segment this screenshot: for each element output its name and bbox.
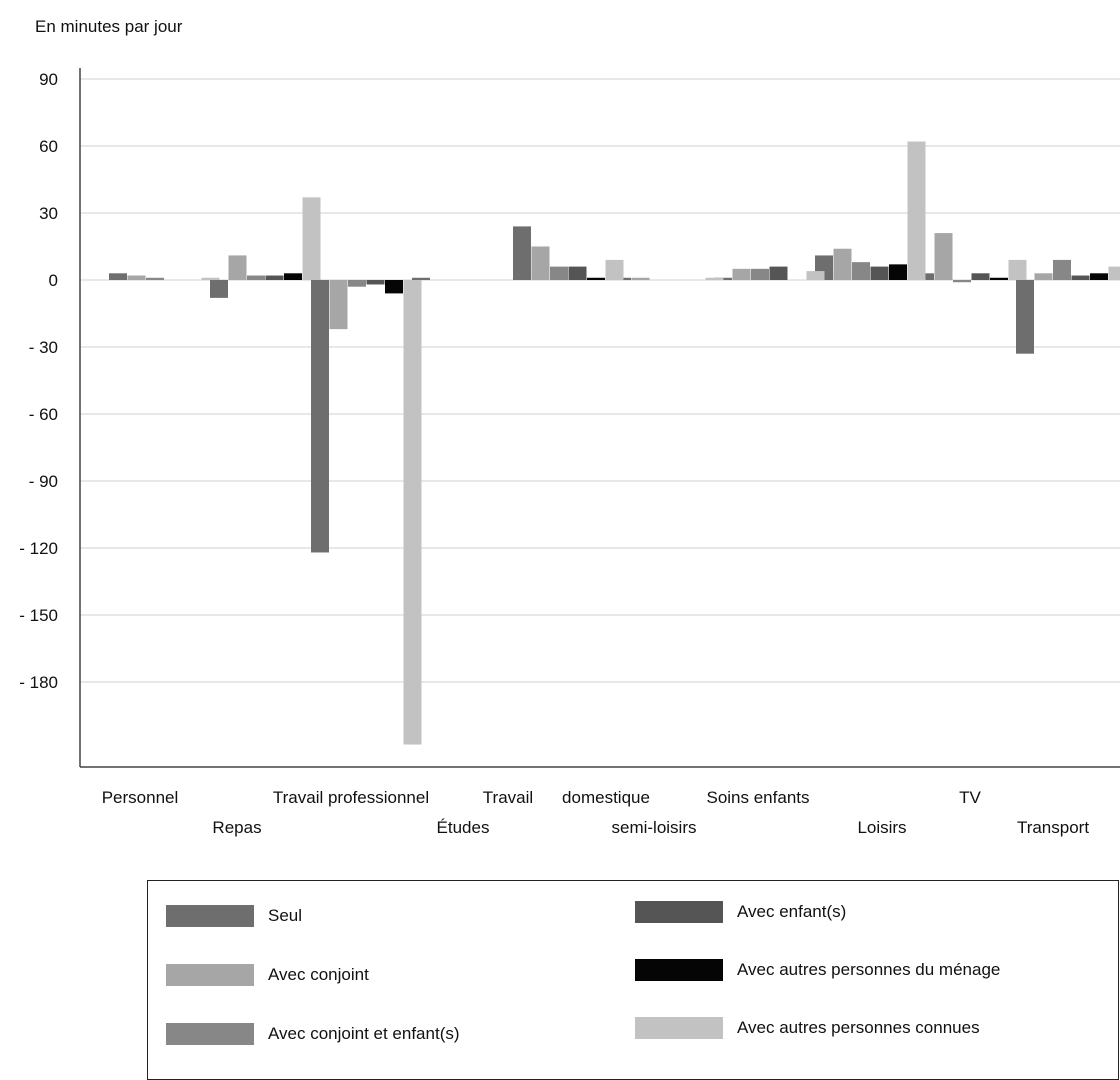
- legend-item-avec-autres-menage: Avec autres personnes du ménage: [635, 959, 1000, 981]
- bar: [751, 269, 769, 280]
- bar: [990, 278, 1008, 280]
- x-tick-label: domestique: [562, 788, 650, 807]
- bars: [109, 142, 1120, 745]
- x-tick-label: semi-loisirs: [612, 818, 697, 837]
- legend-label: Seul: [268, 906, 302, 926]
- bar: [1016, 280, 1034, 354]
- legend-label: Avec conjoint et enfant(s): [268, 1024, 460, 1044]
- bar: [348, 280, 366, 287]
- bar: [632, 278, 650, 280]
- bar: [229, 255, 247, 280]
- x-tick-label: Loisirs: [857, 818, 906, 837]
- y-tick-label: 90: [39, 70, 58, 89]
- bar: [852, 262, 870, 280]
- bar: [834, 249, 852, 280]
- bar: [330, 280, 348, 329]
- bar: [311, 280, 329, 552]
- legend-item-avec-autres-connues: Avec autres personnes connues: [635, 1017, 980, 1039]
- bar: [972, 273, 990, 280]
- legend-item-avec-enfants: Avec enfant(s): [635, 901, 846, 923]
- y-tick-label: - 30: [29, 338, 58, 357]
- y-tick-label: 0: [49, 271, 58, 290]
- legend-label: Avec autres personnes du ménage: [737, 960, 1000, 980]
- x-tick-label: TV: [959, 788, 981, 807]
- legend-swatch: [635, 901, 723, 923]
- y-tick-labels: 90 60 30 0 - 30 - 60 - 90 - 120 - 150 - 180: [19, 70, 58, 692]
- y-tick-label: - 150: [19, 606, 58, 625]
- bar: [266, 276, 284, 280]
- bar: [871, 267, 889, 280]
- legend-label: Avec conjoint: [268, 965, 369, 985]
- x-tick-label: Travail: [483, 788, 533, 807]
- bar: [1109, 267, 1120, 280]
- bar: [247, 276, 265, 280]
- chart: En minutes par jour 90 60 30 0 - 30 - 60 - 90 -…: [0, 0, 1120, 880]
- bar: [412, 278, 430, 280]
- bar: [404, 280, 422, 745]
- bar: [706, 278, 724, 280]
- y-tick-label: - 90: [29, 472, 58, 491]
- bar: [284, 273, 302, 280]
- bar: [908, 142, 926, 280]
- grid-lines: [80, 79, 1120, 682]
- legend-item-seul: Seul: [166, 905, 302, 927]
- y-tick-label: 30: [39, 204, 58, 223]
- legend-swatch: [635, 959, 723, 981]
- bar: [733, 269, 751, 280]
- bar: [935, 233, 953, 280]
- legend-label: Avec autres personnes connues: [737, 1018, 980, 1038]
- legend-swatch: [635, 1017, 723, 1039]
- x-tick-label: Personnel: [102, 788, 179, 807]
- y-axis-label: En minutes par jour: [35, 17, 183, 36]
- legend-swatch: [166, 905, 254, 927]
- x-tick-label: Travail professionnel: [273, 788, 429, 807]
- x-tick-label: Repas: [212, 818, 261, 837]
- legend-item-avec-conjoint-et-enfants: Avec conjoint et enfant(s): [166, 1023, 460, 1045]
- bar: [202, 278, 220, 280]
- y-tick-label: - 60: [29, 405, 58, 424]
- x-tick-label: Soins enfants: [706, 788, 809, 807]
- bar: [807, 271, 825, 280]
- y-tick-label: 60: [39, 137, 58, 156]
- bar: [569, 267, 587, 280]
- x-tick-label: Transport: [1017, 818, 1089, 837]
- bar: [550, 267, 568, 280]
- bar: [109, 273, 127, 280]
- bar: [385, 280, 403, 293]
- axes: [80, 68, 1120, 767]
- bar: [532, 247, 550, 281]
- bar: [1009, 260, 1027, 280]
- bar: [128, 276, 146, 280]
- bar: [1072, 276, 1090, 280]
- y-tick-label: - 120: [19, 539, 58, 558]
- bar: [146, 278, 164, 280]
- legend-swatch: [166, 1023, 254, 1045]
- legend-item-avec-conjoint: Avec conjoint: [166, 964, 369, 986]
- bar: [1035, 273, 1053, 280]
- legend-swatch: [166, 964, 254, 986]
- bar: [367, 280, 385, 284]
- bar: [513, 226, 531, 280]
- bar: [606, 260, 624, 280]
- bar: [210, 280, 228, 298]
- x-tick-label: Études: [437, 818, 490, 837]
- x-tick-labels: Personnel Repas Travail professionnel Étude…: [102, 788, 1090, 837]
- bar: [1090, 273, 1108, 280]
- y-tick-label: - 180: [19, 673, 58, 692]
- bar: [889, 264, 907, 280]
- bar: [587, 278, 605, 280]
- bar: [1053, 260, 1071, 280]
- legend: Seul Avec conjoint Avec conjoint et enfa…: [147, 880, 1119, 1080]
- legend-label: Avec enfant(s): [737, 902, 846, 922]
- bar: [953, 280, 971, 282]
- bar: [770, 267, 788, 280]
- bar: [303, 197, 321, 280]
